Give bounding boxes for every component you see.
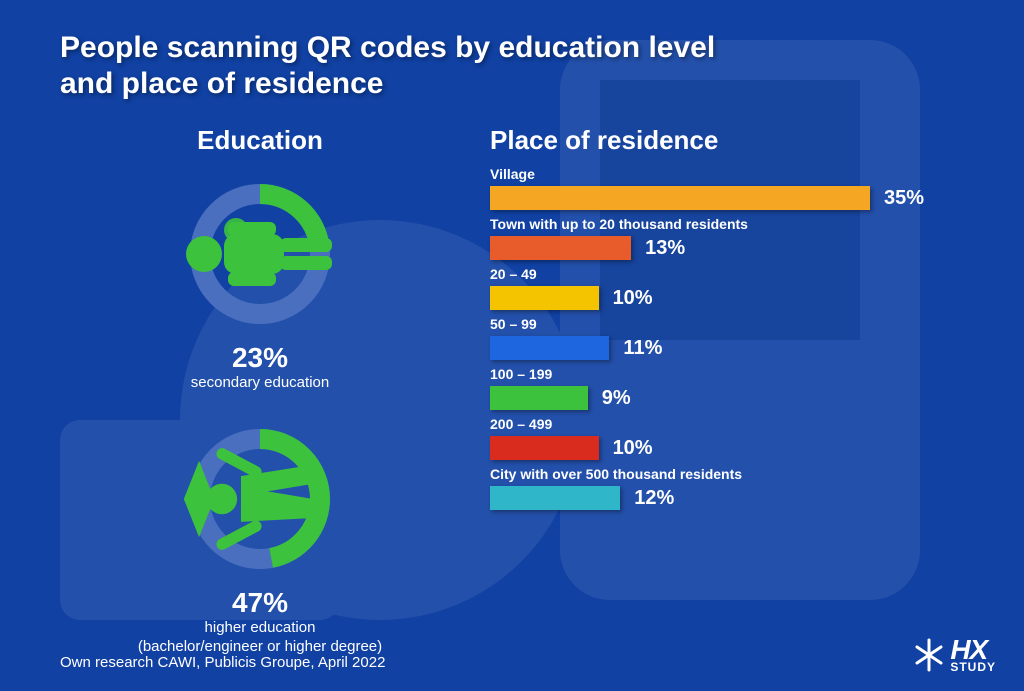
bar-label: Town with up to 20 thousand residents bbox=[490, 216, 970, 232]
donut-secondary-label: secondary education bbox=[130, 374, 390, 393]
bar-value: 10% bbox=[613, 437, 653, 460]
bar-row: City with over 500 thousand residents 12% bbox=[490, 466, 970, 510]
bar-row: 200 – 499 10% bbox=[490, 416, 970, 460]
bar-value: 35% bbox=[884, 187, 924, 210]
student-icon bbox=[180, 174, 340, 334]
donut-higher bbox=[180, 419, 340, 579]
bar-value: 12% bbox=[634, 487, 674, 510]
education-heading: Education bbox=[130, 125, 390, 156]
bar-row: 20 – 49 10% bbox=[490, 266, 970, 310]
star-icon bbox=[914, 638, 944, 672]
logo-hx: HX bbox=[950, 637, 996, 662]
bar-label: 100 – 199 bbox=[490, 366, 970, 382]
donut-higher-percent: 47% bbox=[130, 587, 390, 619]
bar-row: Town with up to 20 thousand residents 13% bbox=[490, 216, 970, 260]
bar-row: 50 – 99 11% bbox=[490, 316, 970, 360]
bar-label: 50 – 99 bbox=[490, 316, 970, 332]
footer-source: Own research CAWI, Publicis Groupe, Apri… bbox=[60, 654, 385, 671]
residence-heading: Place of residence bbox=[490, 125, 970, 156]
bar bbox=[490, 236, 631, 260]
bar-value: 9% bbox=[602, 387, 631, 410]
bar-label: Village bbox=[490, 166, 970, 182]
donut-secondary bbox=[180, 174, 340, 334]
page-title: People scanning QR codes by education le… bbox=[60, 30, 760, 102]
bar-label: 20 – 49 bbox=[490, 266, 970, 282]
bar bbox=[490, 386, 588, 410]
bar bbox=[490, 336, 609, 360]
logo-study: STUDY bbox=[950, 662, 996, 673]
bar bbox=[490, 286, 599, 310]
logo: HX STUDY bbox=[914, 637, 996, 673]
bar-label: 200 – 499 bbox=[490, 416, 970, 432]
bar-chart: Village 35% Town with up to 20 thousand re… bbox=[490, 166, 970, 510]
bar bbox=[490, 436, 599, 460]
bar-value: 11% bbox=[623, 337, 662, 360]
bar bbox=[490, 486, 620, 510]
donut-secondary-percent: 23% bbox=[130, 342, 390, 374]
graduate-icon bbox=[180, 419, 340, 579]
bar-row: 100 – 199 9% bbox=[490, 366, 970, 410]
education-panel: Education 23% secondary education bbox=[130, 125, 390, 656]
bar bbox=[490, 186, 870, 210]
bar-value: 13% bbox=[645, 237, 685, 260]
bar-value: 10% bbox=[613, 287, 653, 310]
donut-higher-label: higher education (bachelor/engineer or h… bbox=[130, 619, 390, 657]
residence-panel: Place of residence Village 35% Town with u… bbox=[490, 125, 970, 516]
bar-label: City with over 500 thousand residents bbox=[490, 466, 970, 482]
bar-row: Village 35% bbox=[490, 166, 970, 210]
